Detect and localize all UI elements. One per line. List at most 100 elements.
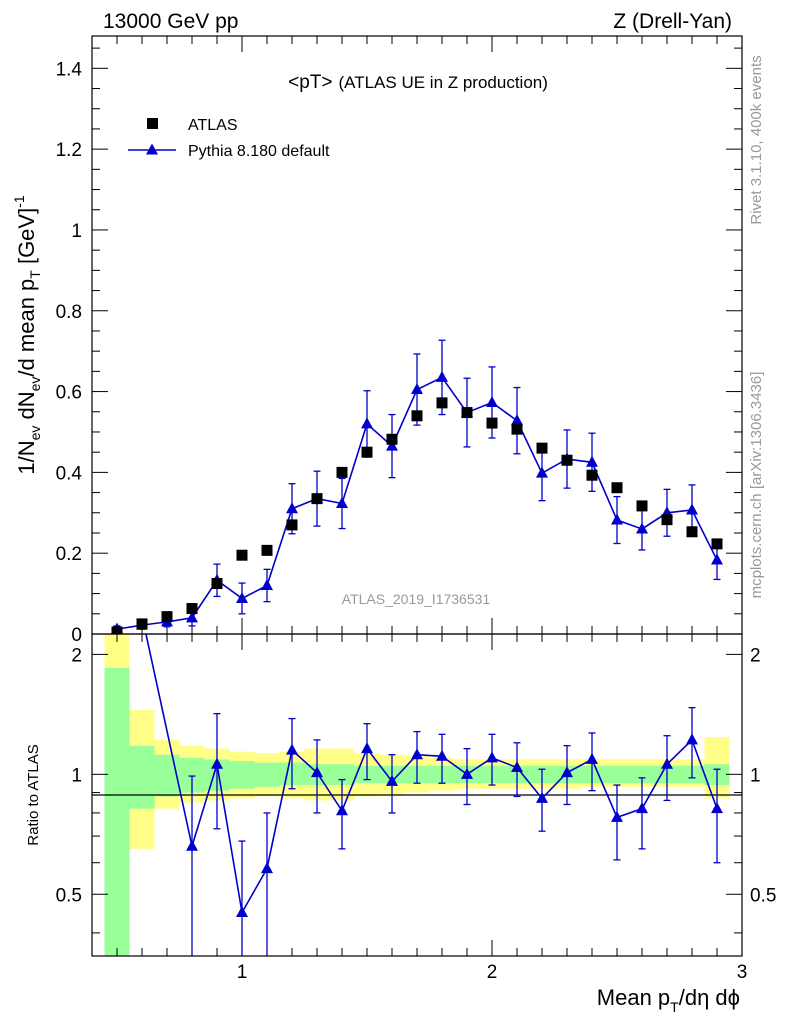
band-inner-bin — [154, 754, 180, 797]
main-y-tick-label: 1 — [71, 221, 82, 242]
ratio-point — [461, 767, 473, 779]
mc-point — [686, 503, 698, 515]
ratio-y-tick-label-right: 2 — [750, 645, 761, 666]
ratio-y-tick-label-left: 1 — [71, 765, 82, 786]
ratio-uncertainty-bands — [104, 634, 730, 956]
mc-point — [361, 417, 373, 429]
mc-point — [611, 513, 623, 525]
legend-marker-atlas — [147, 118, 158, 129]
legend-label-pythia: Pythia 8.180 default — [188, 143, 330, 160]
ratio-point — [486, 751, 498, 763]
mc-point — [386, 439, 398, 451]
ratio-point — [561, 766, 573, 778]
main-y-tick-label: 1.4 — [56, 59, 83, 80]
mc-point — [536, 466, 548, 478]
data-point — [361, 446, 373, 458]
data-point — [161, 611, 173, 623]
ratio-point — [361, 742, 373, 754]
ratio-point — [186, 839, 198, 851]
main-mc-series — [111, 339, 723, 634]
ratio-y-axis-label: Ratio to ATLAS — [25, 744, 42, 845]
data-point — [111, 626, 123, 634]
mc-point — [486, 395, 498, 407]
legend-marker-pythia — [146, 143, 158, 155]
ratio-point — [536, 791, 548, 803]
data-point — [186, 603, 198, 615]
main-y-tick-label: 1.2 — [56, 140, 82, 161]
data-point — [486, 417, 498, 429]
main-y-tick-label: 0.4 — [56, 463, 83, 484]
band-inner-bin — [629, 765, 655, 784]
ratio-y-tick-label-left: 0.5 — [56, 885, 82, 906]
band-inner-bin — [254, 762, 280, 787]
mc-point — [186, 611, 198, 623]
data-point — [311, 493, 323, 505]
data-point — [411, 410, 423, 422]
band-inner-bin — [329, 764, 355, 786]
process-label: Z (Drell-Yan) — [613, 10, 732, 33]
main-data-series — [111, 397, 723, 634]
data-point — [636, 500, 648, 512]
data-point — [236, 549, 248, 561]
mc-point — [511, 414, 523, 426]
band-inner-bin — [604, 765, 630, 784]
band-inner-bin — [104, 667, 130, 956]
ratio-point — [236, 906, 248, 918]
band-inner-bin — [229, 761, 255, 789]
ratio-line — [145, 634, 718, 915]
data-point — [661, 514, 673, 526]
main-y-tick-label: 0.8 — [56, 302, 82, 323]
x-tick-label: 3 — [737, 962, 748, 983]
data-point — [286, 519, 298, 531]
mc-point — [636, 522, 648, 534]
main-y-tick-label: 0.2 — [56, 544, 82, 565]
ratio-point — [511, 761, 523, 773]
x-axis-label: Mean pT/dη dϕ — [597, 985, 740, 1015]
main-y-axis-label: 1/Nev dNev/d mean pT [GeV]-1 — [11, 195, 43, 475]
band-inner-bin — [129, 745, 155, 809]
data-point — [586, 469, 598, 481]
tick-labels: 0 0.2 0.4 0.6 0.8 1 1.2 1.4 1 2 3 0.5 0.5 1 1 2 2 — [56, 59, 777, 983]
mc-point — [336, 496, 348, 508]
data-point — [211, 577, 223, 589]
data-point — [461, 407, 473, 419]
data-point — [686, 526, 698, 538]
rivet-version: Rivet 3.1.10, 400k events — [748, 55, 765, 224]
mc-point — [261, 579, 273, 591]
data-point — [561, 454, 573, 466]
legend-label-atlas: ATLAS — [188, 117, 238, 134]
mc-point — [411, 383, 423, 395]
ratio-y-tick-label-right: 1 — [750, 765, 761, 786]
data-point — [436, 397, 448, 409]
main-y-tick-label: 0 — [71, 625, 82, 646]
ratio-point — [411, 748, 423, 760]
data-point — [536, 442, 548, 454]
data-point — [261, 544, 273, 556]
ratio-y-tick-label-left: 2 — [71, 645, 82, 666]
ratio-point — [711, 802, 723, 814]
ratio-point — [286, 743, 298, 755]
ratio-point — [386, 774, 398, 786]
mc-point — [586, 455, 598, 467]
mc-point — [286, 502, 298, 514]
ratio-point — [611, 810, 623, 822]
panel-title: <pT> (ATLAS UE in Z production) — [288, 72, 548, 93]
data-point — [386, 433, 398, 445]
ratio-point — [436, 749, 448, 761]
x-tick-label: 1 — [237, 962, 248, 983]
main-y-tick-label: 0.6 — [56, 383, 82, 404]
data-point — [336, 466, 348, 478]
ratio-point — [686, 733, 698, 745]
data-point — [511, 423, 523, 435]
ratio-point — [261, 862, 273, 874]
x-tick-label: 2 — [487, 962, 498, 983]
energy-label: 13000 GeV pp — [103, 10, 238, 33]
mc-point — [436, 370, 448, 382]
ratio-point — [661, 757, 673, 769]
mc-point — [711, 553, 723, 565]
mc-point — [236, 591, 248, 603]
data-point — [611, 482, 623, 494]
analysis-id: ATLAS_2019_I1736531 — [342, 591, 491, 607]
ratio-point — [311, 766, 323, 778]
